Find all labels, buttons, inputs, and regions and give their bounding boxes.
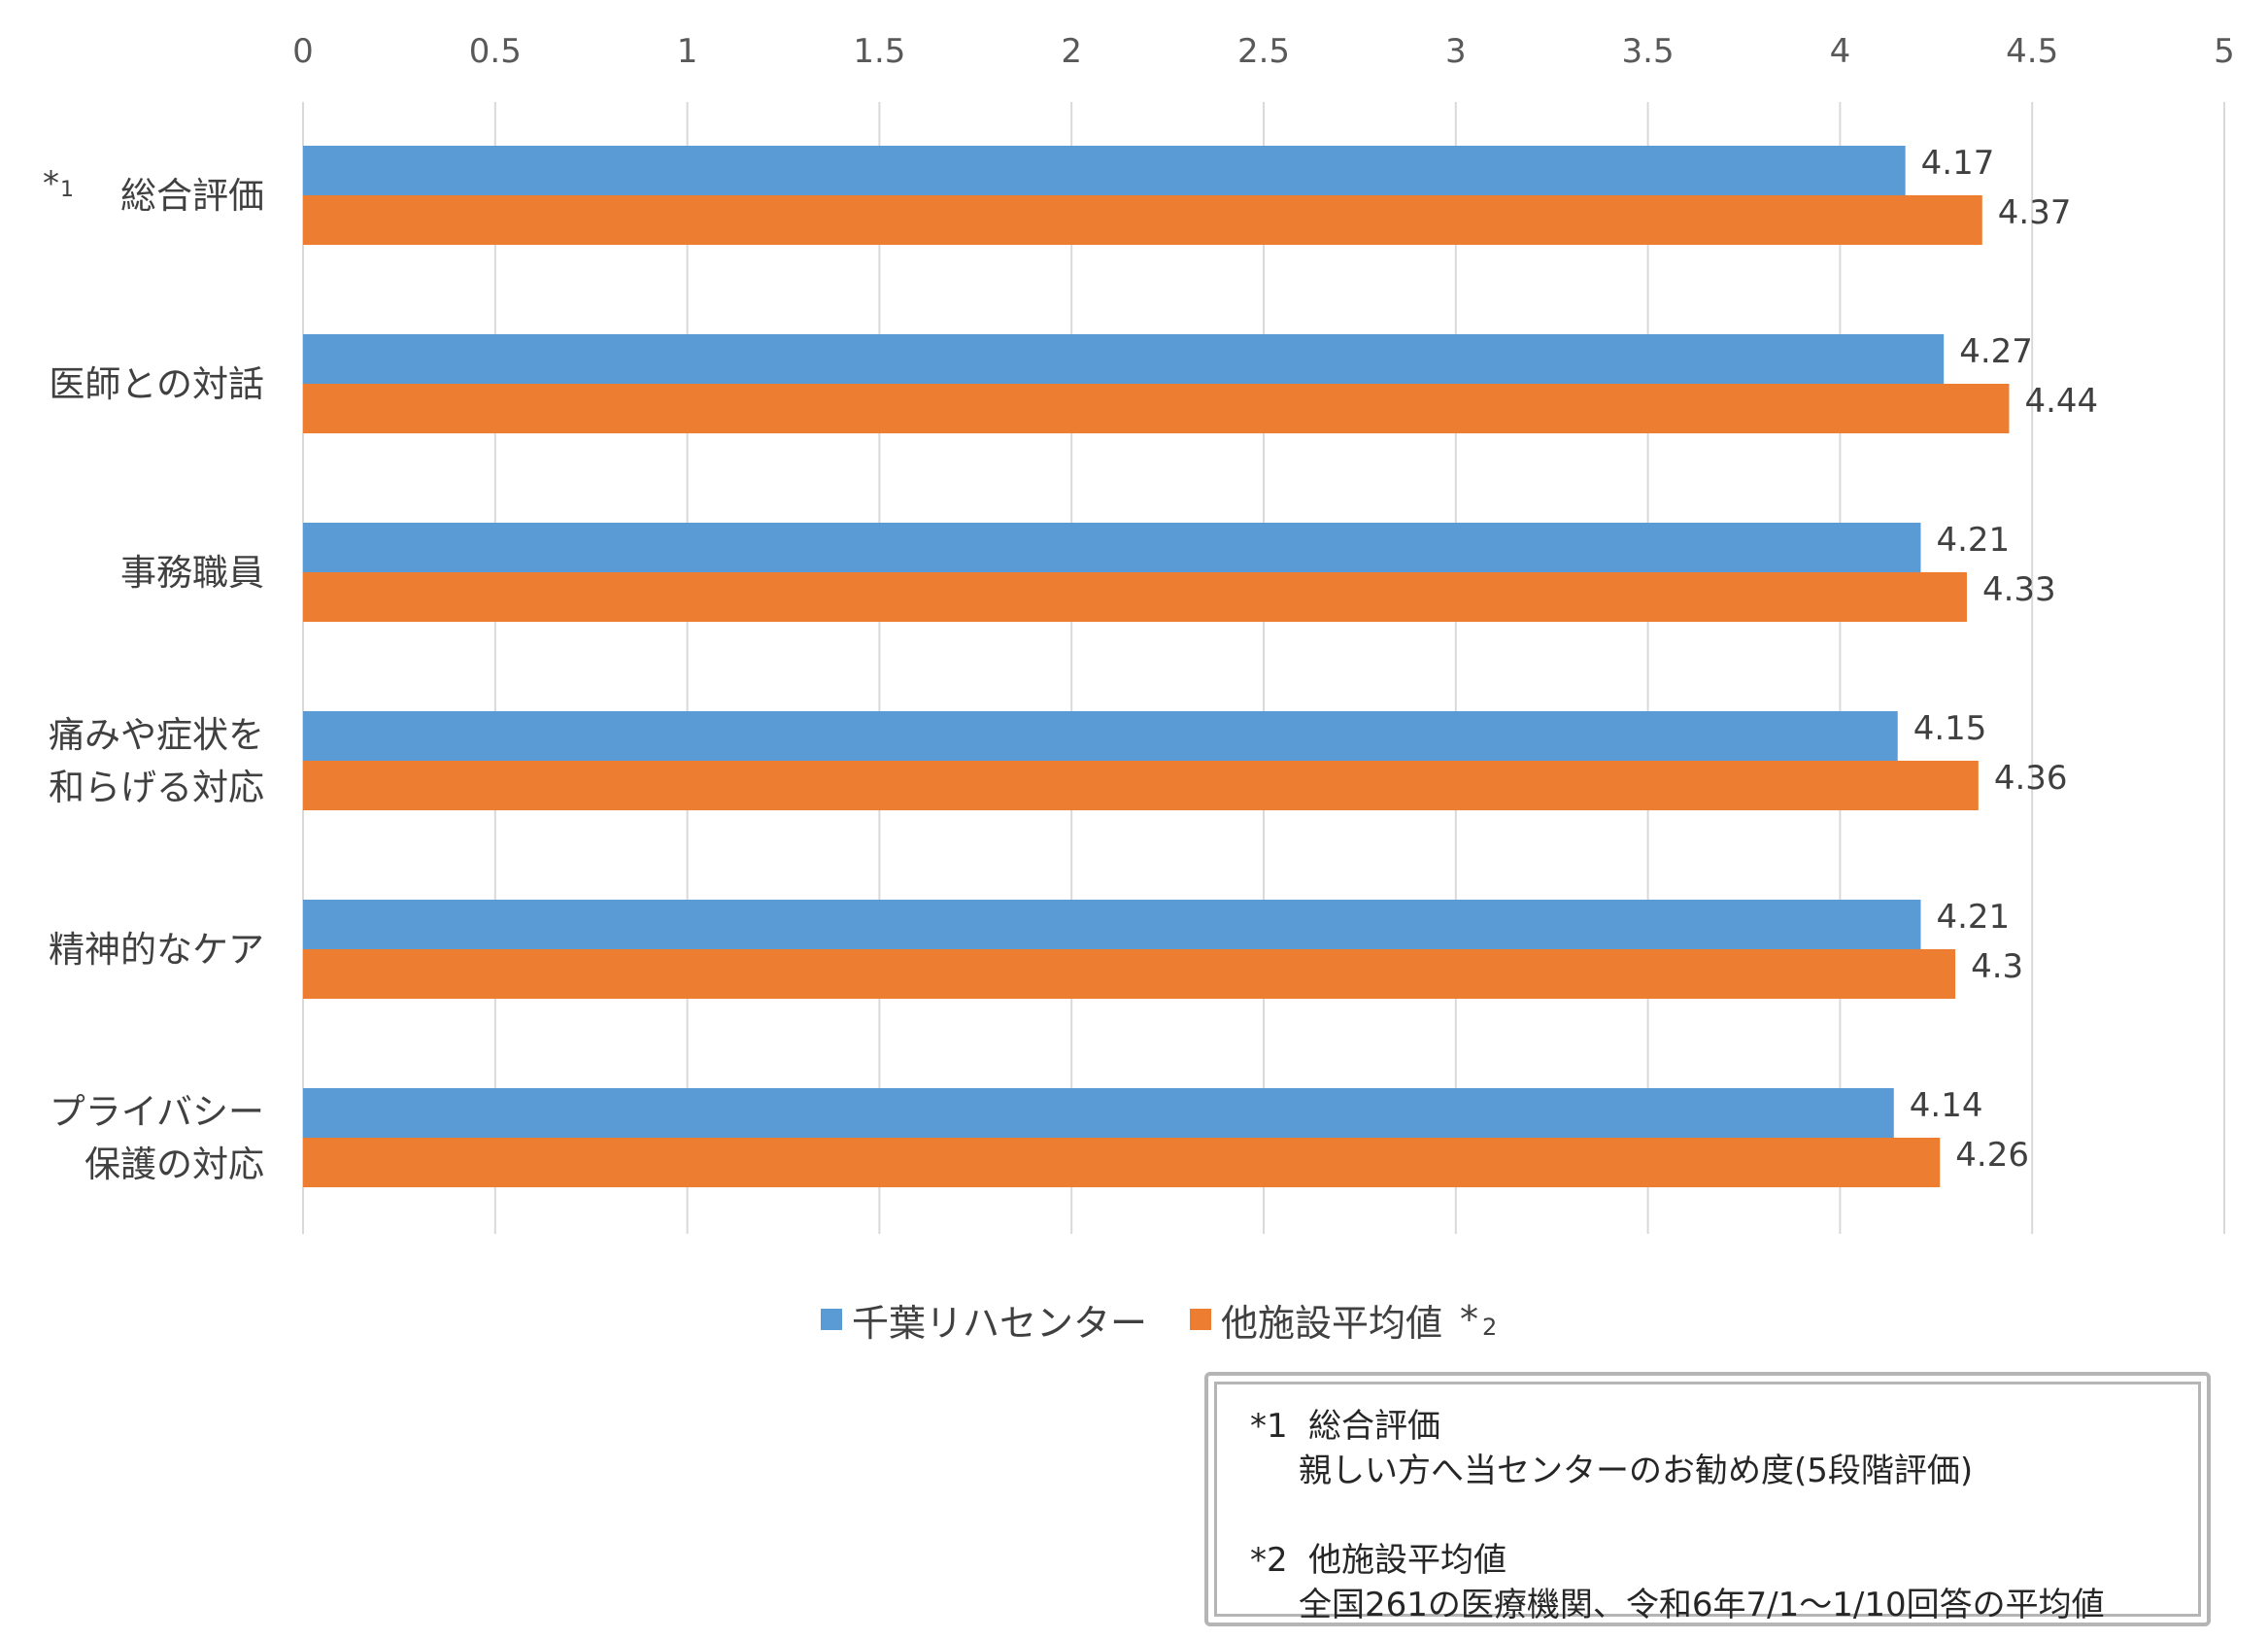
data-label-s1-0: 4.17 (1921, 144, 1995, 183)
bar-s2-2 (303, 572, 1967, 622)
data-label-s2-3: 4.36 (1994, 759, 2068, 798)
tick-label-3: 1.5 (853, 32, 905, 71)
category-label-2: 事務職員 (120, 552, 264, 594)
category-text-3-line0: 痛みや症状を (49, 714, 264, 756)
bar-s2-3 (303, 761, 1979, 810)
data-label-s2-0: 4.37 (1998, 193, 2072, 232)
footnote-2-mark: *2 (1250, 1541, 1288, 1580)
tick-label-2: 1 (677, 32, 698, 71)
data-labels: 4.174.37 4.27 4.44 4.21 4.33 4.154.36 4.21 4.3 4… (1910, 144, 2098, 1175)
footnote-2-body: 全国261の医療機関、令和6年7/1～1/10回答の平均値 (1299, 1586, 2105, 1624)
bar-chart: 0 0.5 1 1.5 2 2.5 3 3.5 4 4.5 5 4.174.374.274.444.… (43, 32, 2235, 1234)
bar-s1-4 (303, 900, 1921, 949)
bar-s2-0 (303, 195, 1982, 245)
legend: 千葉リハセンター 他施設平均値 * 2 (821, 1290, 1540, 1349)
bar-s2-5 (303, 1138, 1941, 1187)
legend-label-series1: 千葉リハセンター (852, 1301, 1148, 1345)
tick-label-7: 3.5 (1622, 32, 1675, 71)
legend-footnote-number: 2 (1482, 1314, 1498, 1341)
category-text-5-line0: プライバシー (50, 1091, 264, 1133)
tick-label-9: 4.5 (2006, 32, 2058, 71)
tick-label-10: 5 (2214, 32, 2235, 71)
data-label-s1-2: 4.21 (1936, 521, 2010, 560)
category-footnote-number: 1 (60, 178, 74, 202)
footnote-spacer (1250, 1493, 2165, 1538)
category-text-1: 医師との対話 (49, 363, 264, 405)
legend-item-series2: 他施設平均値 * 2 (1190, 1293, 1497, 1347)
tick-label-4: 2 (1061, 32, 1082, 71)
footnote-1-mark: *1 (1250, 1407, 1288, 1446)
data-label-s1-5: 4.14 (1910, 1086, 1983, 1125)
category-label-1: 医師との対話 (49, 363, 264, 405)
legend-swatch-series2 (1190, 1309, 1212, 1330)
category-text-5-line1: 保護の対応 (85, 1144, 264, 1185)
data-label-s1-3: 4.15 (1913, 709, 1987, 748)
data-label-s2-5: 4.26 (1955, 1136, 2029, 1175)
category-label-0: * 1 総合評価 (43, 164, 264, 217)
bar-s1-5 (303, 1088, 1894, 1138)
footnote-1-heading: *1 総合評価 (1250, 1404, 2165, 1449)
data-label-s2-1: 4.44 (2024, 382, 2098, 421)
data-label-s2-2: 4.33 (1982, 570, 2056, 609)
legend-swatch-series1 (821, 1309, 842, 1330)
legend-item-series1: 千葉リハセンター (821, 1293, 1147, 1347)
bar-s1-0 (303, 146, 1906, 195)
legend-footnote-mark: * (1460, 1298, 1479, 1341)
x-axis-ticks: 0 0.5 1 1.5 2 2.5 3 3.5 4 4.5 5 (292, 32, 2235, 71)
legend-label-series2: 他施設平均値 (1221, 1301, 1443, 1345)
footnote-1-body: 親しい方へ当センターのお勧め度(5段階評価) (1299, 1452, 1974, 1490)
tick-label-0: 0 (292, 32, 314, 71)
category-text-0: 総合評価 (120, 175, 264, 217)
footnote-2-title: 他施設平均値 (1308, 1541, 1506, 1580)
footnotes-inner: *1 総合評価 親しい方へ当センターのお勧め度(5段階評価) *2 他施設平均値… (1214, 1382, 2201, 1624)
category-text-4: 精神的なケア (49, 929, 264, 971)
tick-label-1: 0.5 (469, 32, 522, 71)
tick-label-5: 2.5 (1237, 32, 1290, 71)
tick-label-8: 4 (1830, 32, 1851, 71)
bars (303, 146, 2010, 1187)
bar-s1-3 (303, 711, 1898, 761)
bar-s1-2 (303, 523, 1921, 572)
footnotes-box: *1 総合評価 親しい方へ当センターのお勧め度(5段階評価) *2 他施設平均値… (1204, 1372, 2211, 1626)
gridlines (302, 102, 2225, 1234)
category-text-3-line1: 和らげる対応 (49, 767, 264, 808)
footnote-2-heading: *2 他施設平均値 (1250, 1538, 2165, 1583)
category-footnote-mark: * (43, 164, 59, 203)
data-label-s1-1: 4.27 (1959, 332, 2033, 371)
bar-s1-1 (303, 334, 1945, 384)
data-label-s2-4: 4.3 (1971, 947, 2023, 986)
data-label-s1-4: 4.21 (1936, 898, 2010, 937)
category-text-2: 事務職員 (120, 552, 264, 594)
footnote-1-title: 総合評価 (1308, 1407, 1440, 1446)
bar-s2-4 (303, 949, 1956, 999)
tick-label-6: 3 (1445, 32, 1467, 71)
category-label-4: 精神的なケア (49, 929, 264, 971)
category-labels: * 1 総合評価医師との対話事務職員痛みや症状を和らげる対応精神的なケアプライバシー… (43, 164, 264, 1185)
bar-s2-1 (303, 384, 2010, 433)
